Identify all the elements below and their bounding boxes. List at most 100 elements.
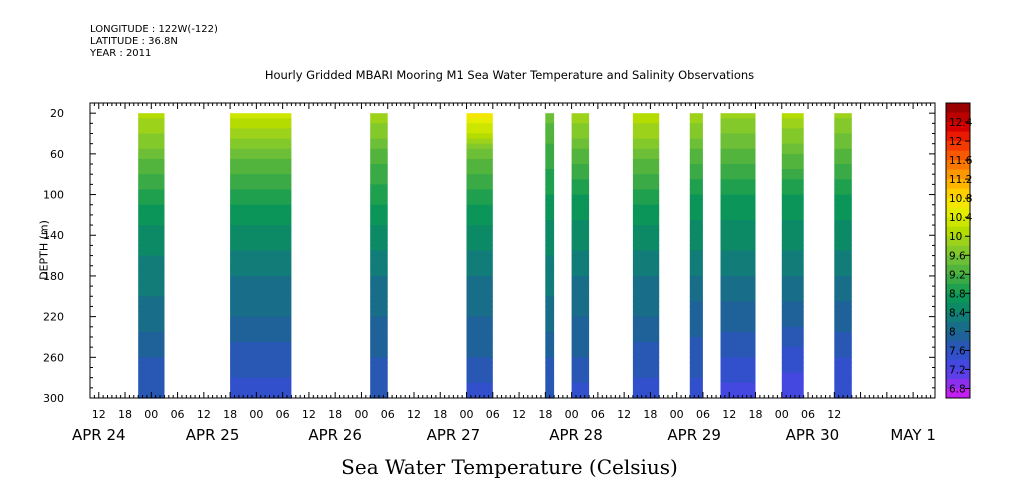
colorbar-label: 9.2 <box>949 269 966 281</box>
data-cell <box>138 245 165 252</box>
data-cell <box>632 301 660 308</box>
data-cell <box>720 311 756 318</box>
data-cell <box>834 337 852 343</box>
data-cell <box>834 367 852 374</box>
data-cell <box>138 311 165 318</box>
x-tick-label: 00 <box>460 408 474 421</box>
data-cell <box>370 301 388 308</box>
data-cell <box>720 174 756 180</box>
data-cell <box>545 301 555 308</box>
data-cell <box>720 342 756 348</box>
data-cell <box>466 260 493 267</box>
data-cell <box>545 184 555 191</box>
data-cell <box>138 337 165 343</box>
data-cell <box>370 164 388 170</box>
data-cell <box>230 113 292 119</box>
data-cell <box>720 194 756 201</box>
data-cell <box>781 306 804 313</box>
x-day-label: APR 25 <box>186 426 240 444</box>
colorbar <box>946 103 970 399</box>
data-cell <box>632 118 660 124</box>
data-cell <box>571 250 590 257</box>
x-day-label: APR 24 <box>72 426 126 444</box>
colorbar-label: 12.4 <box>949 117 973 129</box>
data-cell <box>720 281 756 287</box>
data-cell <box>370 240 388 246</box>
data-cell <box>781 301 804 308</box>
x-tick-label: 12 <box>197 408 211 421</box>
data-cell <box>138 240 165 246</box>
data-cell <box>571 362 590 369</box>
data-cell <box>230 164 292 170</box>
data-cell <box>230 209 292 216</box>
colorbar-frame <box>945 102 971 399</box>
data-cell <box>834 255 852 262</box>
data-cell <box>466 337 493 343</box>
data-cell <box>370 281 388 287</box>
data-cell <box>466 199 493 206</box>
data-cell <box>632 220 660 226</box>
data-cell <box>781 199 804 206</box>
data-cell <box>781 357 804 363</box>
data-cell <box>138 235 165 241</box>
data-cell <box>689 230 703 236</box>
colorbar-label: 8.8 <box>949 288 966 300</box>
data-cell <box>632 204 660 211</box>
colorbar-swatch <box>946 359 970 370</box>
data-cell <box>230 179 292 185</box>
data-cell <box>781 321 804 328</box>
data-cell <box>545 118 555 124</box>
data-cell <box>370 265 388 272</box>
data-cell <box>781 118 804 124</box>
data-cell <box>632 179 660 185</box>
data-cell <box>545 230 555 236</box>
data-cell <box>545 382 555 389</box>
data-block <box>632 113 660 399</box>
data-cell <box>230 204 292 211</box>
data-cell <box>545 245 555 252</box>
x-day-label: APR 28 <box>549 426 603 444</box>
data-cell <box>545 123 555 129</box>
data-cell <box>466 113 493 119</box>
data-cell <box>466 382 493 389</box>
data-cell <box>138 321 165 328</box>
colorbar-swatch <box>946 131 970 142</box>
data-cell <box>834 296 852 302</box>
data-cell <box>834 174 852 180</box>
x-day-label: APR 26 <box>308 426 362 444</box>
data-cell <box>138 326 165 333</box>
data-cell <box>834 291 852 297</box>
data-cell <box>571 184 590 191</box>
data-cell <box>230 158 292 165</box>
data-cell <box>545 296 555 302</box>
data-cell <box>834 321 852 328</box>
data-cell <box>370 230 388 236</box>
data-cell <box>230 214 292 221</box>
data-cell <box>720 245 756 252</box>
data-cell <box>545 250 555 257</box>
data-cell <box>689 240 703 246</box>
data-cell <box>370 352 388 358</box>
x-tick-label: 06 <box>591 408 605 421</box>
data-cell <box>545 113 555 119</box>
data-cell <box>370 113 388 119</box>
data-cell <box>545 270 555 277</box>
data-cell <box>571 148 590 155</box>
data-cell <box>545 367 555 374</box>
data-cell <box>834 311 852 318</box>
data-cell <box>632 291 660 297</box>
data-cell <box>689 245 703 252</box>
colorbar-swatch <box>946 350 970 361</box>
data-cell <box>632 138 660 145</box>
data-cell <box>834 286 852 292</box>
data-cell <box>632 331 660 338</box>
data-cell <box>720 118 756 124</box>
data-cell <box>138 301 165 308</box>
data-cell <box>370 133 388 140</box>
y-tick-label: 140 <box>43 229 64 242</box>
data-cell <box>781 367 804 374</box>
data-cell <box>571 189 590 196</box>
data-cell <box>545 209 555 216</box>
data-cell <box>632 321 660 328</box>
data-cell <box>689 265 703 272</box>
